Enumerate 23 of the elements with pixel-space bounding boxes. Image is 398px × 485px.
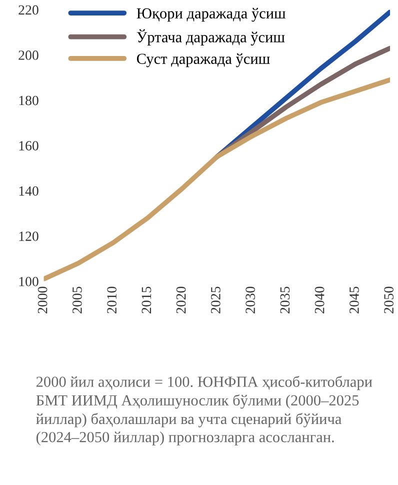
legend-label: Суст даражада ўсиш	[136, 53, 270, 68]
x-tick-label: 2040	[314, 286, 324, 314]
x-tick-label: 2015	[142, 286, 152, 314]
text: 2000 йил аҳолиси = 100. ЮНФПА ҳисоб-китоблари БМТ ИИМД Аҳолишунослик бўлими (2000–2025 йиллар) баҳолашлари ва учта сценарий бўйича (2024–2050 йиллар) прогнозларга асосланган.	[36, 376, 372, 446]
x-tick-label: 2035	[280, 286, 290, 314]
y-tick-label: 100	[19, 276, 38, 286]
y-tick-label: 140	[19, 186, 38, 196]
x-tick-label: 2010	[107, 286, 117, 314]
y-tick-label: 120	[19, 232, 38, 241]
x-tick-label: 2030	[246, 286, 256, 314]
y-tick-label: 200	[18, 50, 38, 60]
y-tick-label: 220	[18, 5, 38, 15]
legend-label: Ўртача даражада ўсиш	[136, 29, 285, 46]
x-tick-label: 2045	[350, 286, 359, 314]
x-tick-label: 2005	[72, 286, 82, 314]
y-tick-label: 160	[19, 141, 38, 150]
x-tick-label: 2020	[176, 286, 186, 314]
x-tick-label: 2025	[211, 286, 220, 314]
line-series	[44, 77, 390, 282]
x-tick-label: 2000	[38, 286, 48, 314]
x-tick-label: 2050	[384, 286, 394, 314]
legend-label: Юқори даражада ўсиш	[136, 8, 286, 22]
y-tick-label: 180	[19, 96, 38, 106]
